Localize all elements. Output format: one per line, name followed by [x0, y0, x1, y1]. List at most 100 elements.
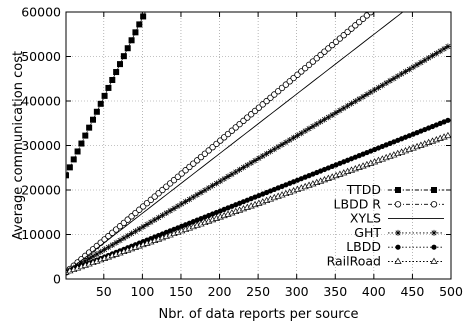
data-point [263, 150, 270, 157]
data-point [82, 257, 89, 264]
data-point [136, 225, 143, 232]
data-point [120, 53, 127, 60]
data-point [101, 92, 108, 99]
x-tick-label: 200 [208, 284, 232, 299]
legend-label: RailRoad [327, 254, 381, 269]
y-tick-label: 0 [53, 272, 61, 287]
data-point [325, 114, 332, 121]
data-point [159, 212, 166, 219]
data-point [117, 237, 124, 244]
legend-marker [395, 229, 401, 236]
data-point [213, 180, 220, 187]
data-point [394, 73, 401, 80]
data-point [329, 111, 336, 118]
legend-label: LBDD [346, 239, 381, 254]
x-tick-label: 450 [400, 284, 424, 299]
data-point [190, 194, 197, 201]
data-point [248, 159, 255, 166]
x-axis-label: Nbr. of data reports per source [159, 307, 359, 322]
data-point [375, 84, 382, 91]
data-point [105, 84, 112, 91]
data-point [306, 125, 313, 132]
data-point [275, 143, 282, 150]
data-point [109, 76, 116, 83]
data-point [93, 251, 100, 258]
data-point [209, 182, 216, 189]
legend-marker [395, 187, 401, 193]
data-point [379, 82, 386, 89]
data-point [344, 102, 351, 109]
data-point [113, 69, 120, 76]
data-point [136, 21, 143, 28]
data-point [294, 132, 301, 139]
data-point [182, 198, 189, 205]
data-point [132, 228, 139, 235]
data-point [321, 116, 328, 123]
series-line [66, 12, 146, 176]
data-point [232, 168, 239, 175]
data-point [417, 59, 424, 66]
legend-marker [430, 201, 438, 208]
data-point [445, 117, 451, 123]
data-point [221, 175, 228, 182]
legend-marker [394, 257, 402, 264]
data-point [167, 207, 174, 214]
data-point [317, 118, 324, 125]
data-point [140, 13, 147, 20]
data-point [66, 164, 73, 171]
data-point [348, 100, 355, 107]
data-point [90, 116, 97, 123]
data-point [82, 132, 89, 139]
data-point [101, 246, 108, 253]
y-axis-label: Average communication cost [11, 51, 26, 240]
series-ght [66, 43, 451, 276]
data-point [313, 121, 320, 128]
data-point [421, 57, 428, 64]
x-tick-label: 350 [323, 284, 347, 299]
data-point [147, 219, 154, 226]
data-point [194, 191, 201, 198]
data-point [109, 241, 116, 248]
data-point [340, 105, 347, 112]
data-point [97, 100, 104, 107]
data-point [124, 232, 131, 239]
legend-label: GHT [354, 225, 381, 240]
data-point [78, 140, 85, 147]
data-point [414, 61, 421, 68]
data-point [155, 214, 162, 221]
data-point [198, 189, 205, 196]
plot-area [66, 12, 451, 276]
data-point [302, 127, 309, 134]
data-point [178, 200, 185, 207]
legend-marker [394, 201, 402, 208]
data-point [120, 235, 127, 242]
data-point [309, 123, 316, 130]
data-point [186, 196, 193, 203]
x-tick-label: 50 [96, 284, 112, 299]
data-point [124, 45, 131, 52]
data-point [444, 43, 451, 50]
series-ttdd [66, 12, 147, 179]
data-point [402, 68, 409, 75]
data-point [387, 77, 394, 84]
data-point [367, 89, 374, 96]
legend-marker [395, 244, 401, 250]
data-point [113, 239, 120, 246]
data-point [174, 203, 181, 210]
data-point [352, 98, 359, 105]
data-point [128, 37, 135, 44]
data-point [290, 134, 297, 141]
data-point [429, 52, 436, 59]
axis-ticks: 50 100 150 200 250 300 350 400 450 500 0 10000 20000… [21, 5, 463, 300]
data-point [255, 155, 262, 162]
data-point [390, 75, 397, 82]
data-point [86, 255, 93, 262]
data-point [93, 108, 100, 115]
data-point [279, 141, 286, 148]
y-tick-label: 20000 [21, 183, 61, 198]
data-point [336, 107, 343, 114]
data-point [406, 66, 413, 73]
data-point [333, 109, 340, 116]
data-point [298, 130, 305, 137]
